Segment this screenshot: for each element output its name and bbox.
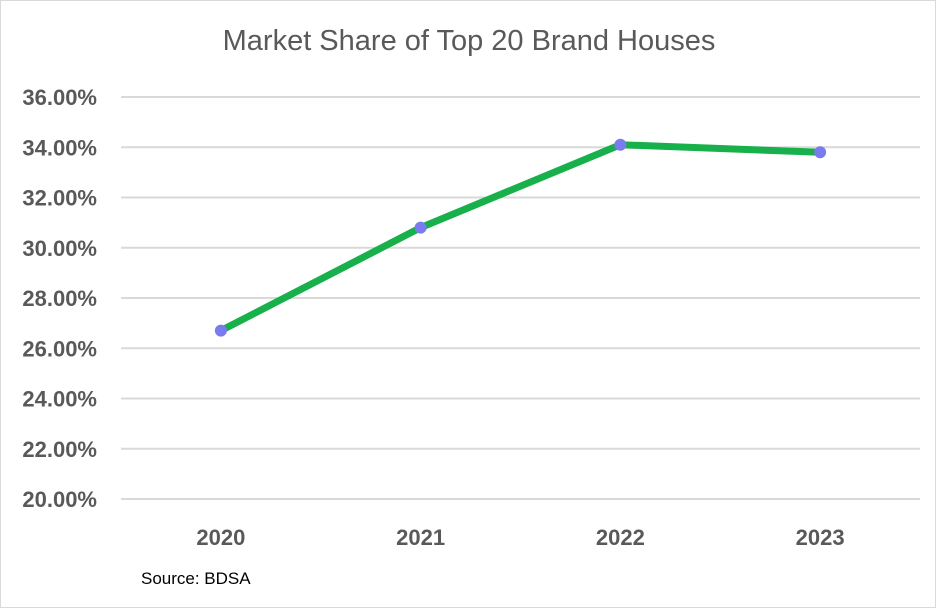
chart-title: Market Share of Top 20 Brand Houses bbox=[223, 25, 716, 57]
y-tick-label: 34.00% bbox=[22, 135, 97, 160]
x-tick-label: 2023 bbox=[796, 525, 845, 550]
x-tick-label: 2020 bbox=[196, 525, 245, 550]
y-tick-label: 32.00% bbox=[22, 186, 97, 211]
y-axis-ticks: 20.00% 22.00% 24.00% 26.00% 28.00% 30.00% 32.0… bbox=[22, 85, 97, 512]
gridlines bbox=[121, 96, 920, 500]
y-tick-label: 26.00% bbox=[22, 336, 97, 361]
y-tick-label: 36.00% bbox=[22, 85, 97, 110]
data-point-2023 bbox=[814, 146, 827, 159]
y-tick-label: 20.00% bbox=[22, 487, 97, 512]
series-line bbox=[217, 141, 824, 335]
y-tick-label: 22.00% bbox=[22, 437, 97, 462]
x-axis-ticks: 2020 2021 2022 2023 bbox=[196, 525, 844, 550]
x-tick-label: 2021 bbox=[396, 525, 445, 550]
data-point-2020 bbox=[214, 324, 227, 337]
source-annotation: Source: BDSA bbox=[141, 569, 251, 588]
y-tick-label: 28.00% bbox=[22, 286, 97, 311]
y-tick-label: 30.00% bbox=[22, 236, 97, 261]
data-point-2022 bbox=[614, 138, 627, 151]
x-tick-label: 2022 bbox=[596, 525, 645, 550]
y-tick-label: 24.00% bbox=[22, 387, 97, 412]
series-layer bbox=[214, 138, 827, 337]
data-point-2021 bbox=[414, 221, 427, 234]
